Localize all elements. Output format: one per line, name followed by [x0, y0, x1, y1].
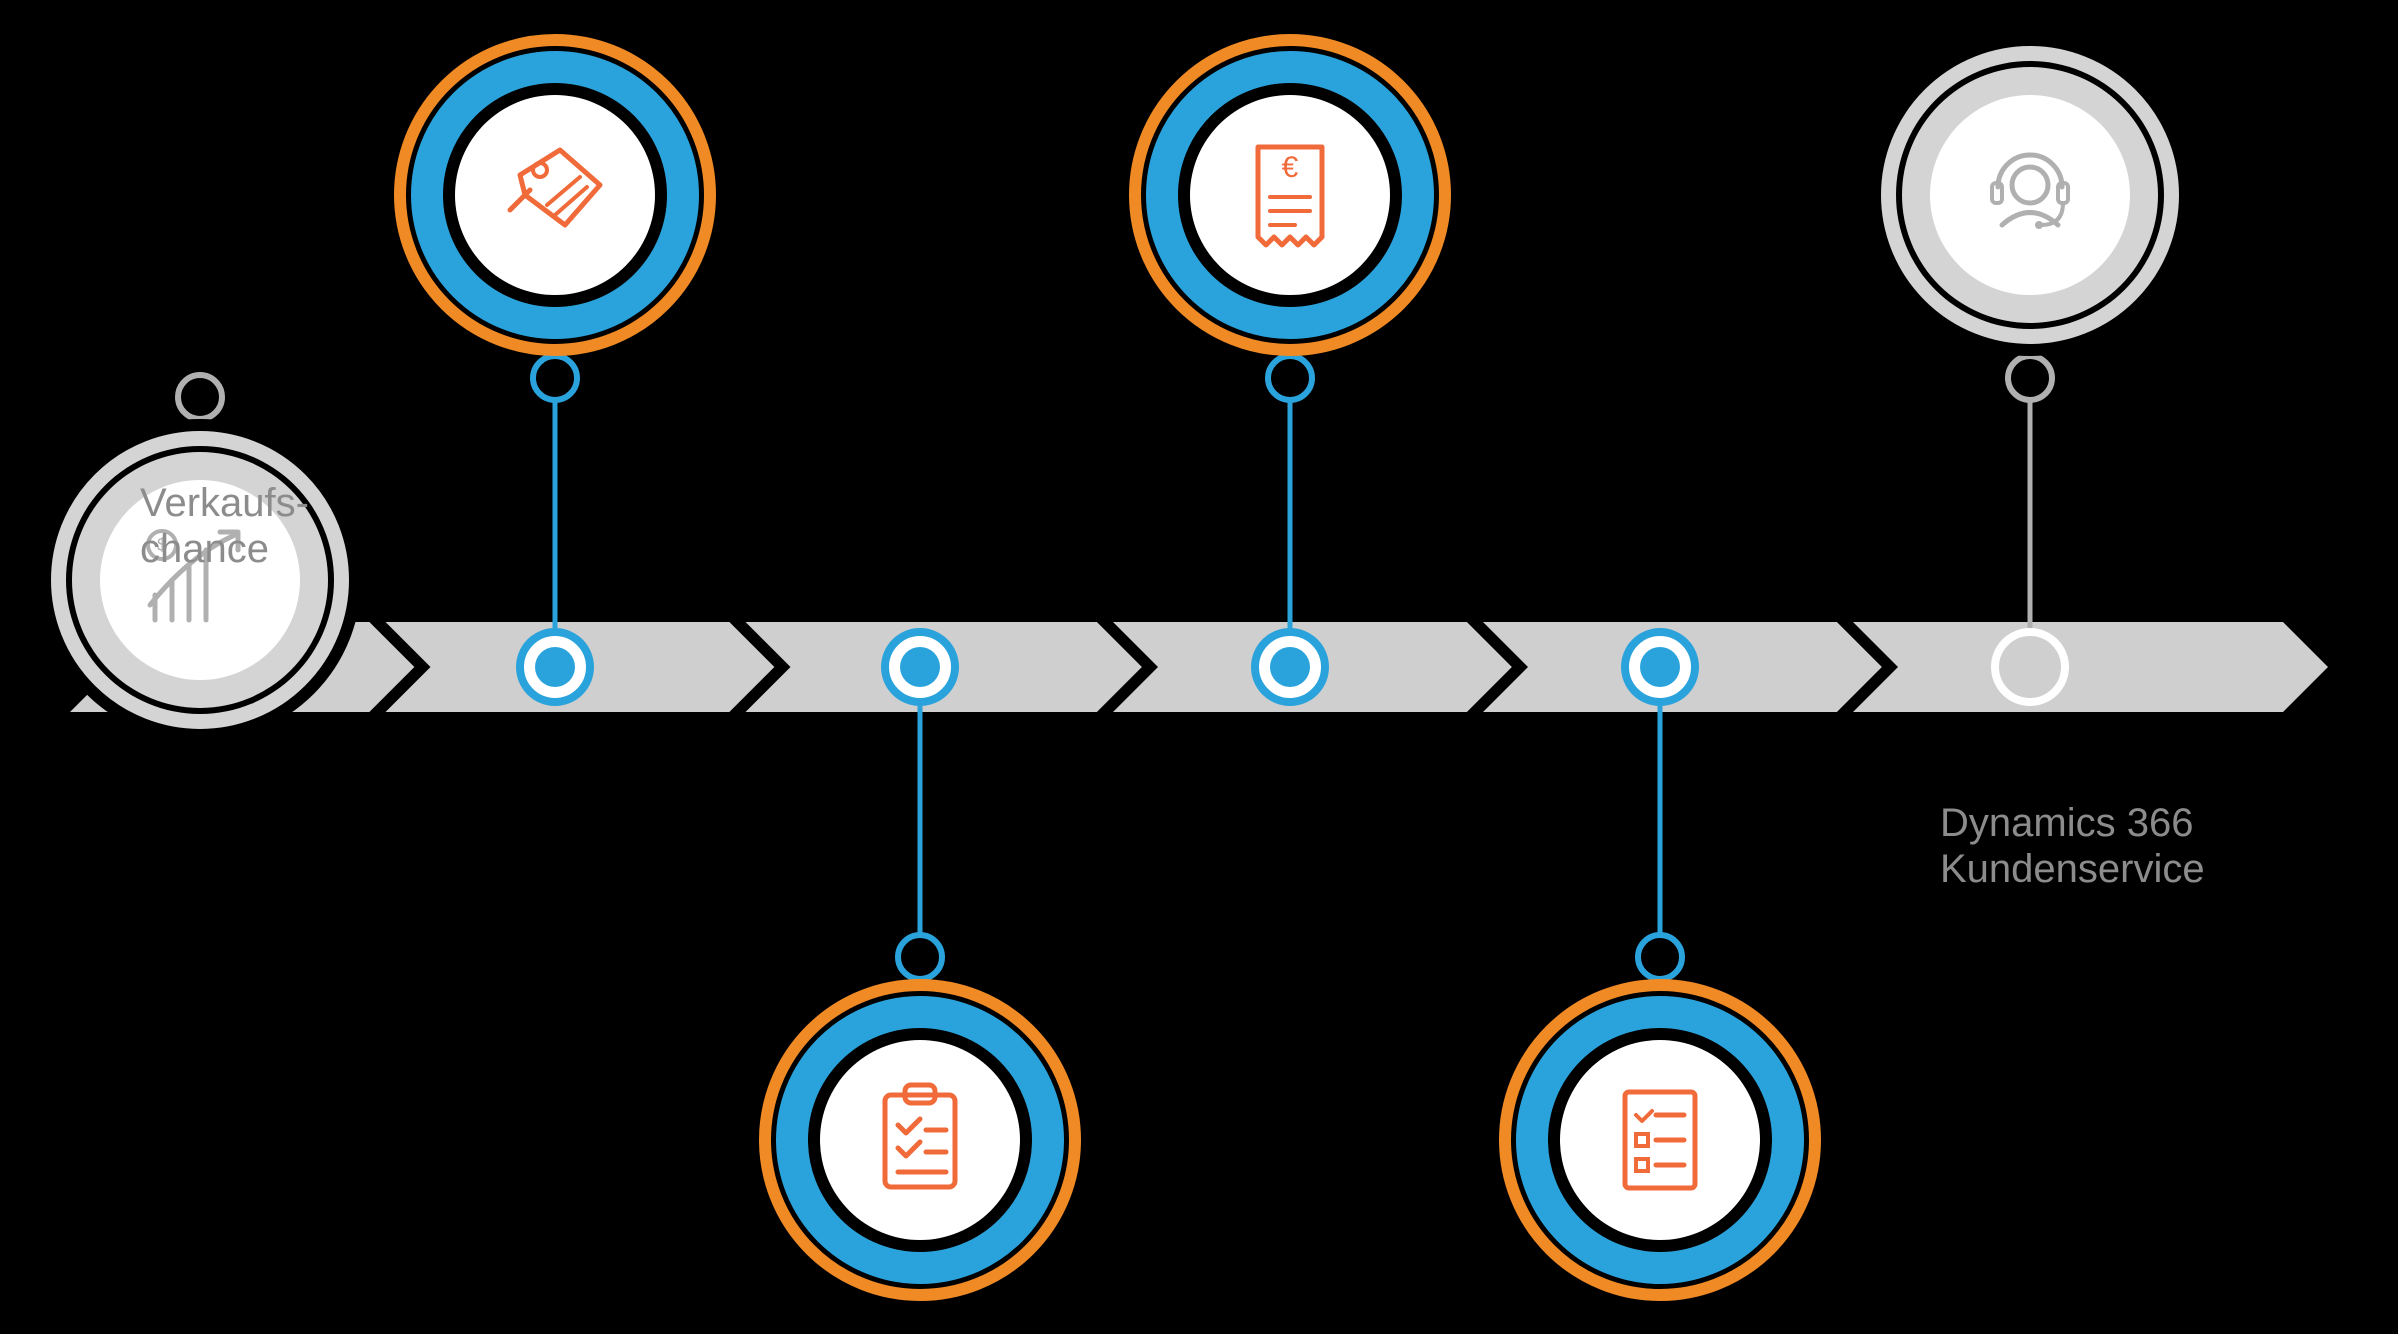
start-label: Verkaufs- chance — [140, 480, 309, 572]
connector-end-circle — [178, 375, 222, 419]
stage-circle-growth: $ — [45, 425, 355, 735]
connector-end-circle — [1268, 356, 1312, 400]
stage-circle-clipboard — [765, 985, 1075, 1295]
axis-dot — [1995, 632, 2065, 702]
axis-dot — [1255, 632, 1325, 702]
connector-end-circle — [2008, 356, 2052, 400]
svg-text:€: € — [1282, 151, 1299, 184]
end-label-line2: Kundenservice — [1940, 846, 2205, 892]
start-label-line1: Verkaufs- — [140, 480, 309, 526]
stage-circle-tag — [400, 40, 710, 350]
connector-end-circle — [533, 356, 577, 400]
connector-end-circle — [898, 935, 942, 979]
process-flow-diagram: $€ — [0, 0, 2398, 1334]
end-label: Dynamics 366 Kundenservice — [1940, 800, 2205, 892]
end-label-line1: Dynamics 366 — [1940, 800, 2205, 846]
axis-dot — [520, 632, 590, 702]
axis-dot — [1625, 632, 1695, 702]
stage-circle-headset — [1875, 40, 2185, 350]
start-label-line2: chance — [140, 526, 309, 572]
stage-circle-receipt: € — [1135, 40, 1445, 350]
stage-circle-checklist — [1505, 985, 1815, 1295]
axis-dot — [885, 632, 955, 702]
arrow-track — [70, 622, 2328, 712]
connector-end-circle — [1638, 935, 1682, 979]
